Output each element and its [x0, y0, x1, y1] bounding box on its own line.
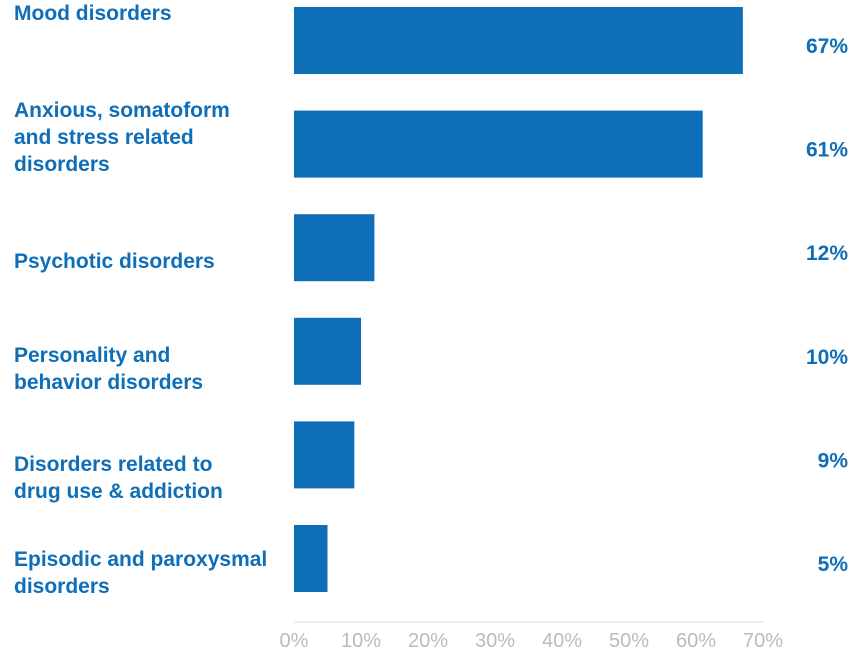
x-tick-label-3: 30%	[475, 630, 515, 652]
category-label-5: Episodic and paroxysmal disorders	[14, 548, 267, 598]
category-label-1: Anxious, somatoform and stress related dis…	[14, 99, 230, 176]
x-tick-label-4: 40%	[542, 630, 582, 652]
x-tick-label-1: 10%	[341, 630, 381, 652]
category-label-4: Disorders related to drug use & addiction	[14, 453, 223, 503]
category-label-0: Mood disorders	[14, 2, 172, 25]
bars	[294, 7, 743, 592]
category-labels: Mood disorders Anxious, somatoform and str…	[14, 2, 267, 598]
x-tick-label-0: 0%	[280, 630, 309, 652]
x-tick-label-5: 50%	[609, 630, 649, 652]
x-tick-label-7: 70%	[743, 630, 783, 652]
category-label-3: Personality and behavior disorders	[14, 344, 203, 394]
category-label-2: Psychotic disorders	[14, 250, 215, 273]
bar-2	[294, 214, 375, 282]
value-label-5: 5%	[818, 553, 849, 576]
value-label-2: 12%	[806, 242, 848, 265]
x-tick-label-6: 60%	[676, 630, 716, 652]
bar-4	[294, 421, 355, 489]
bar-1	[294, 110, 703, 178]
value-label-3: 10%	[806, 346, 848, 369]
x-tick-labels: 0% 10% 20% 30% 40% 50% 60% 70%	[280, 630, 784, 652]
value-label-1: 61%	[806, 139, 848, 162]
value-label-4: 9%	[818, 449, 849, 472]
bar-3	[294, 317, 361, 385]
bar-5	[294, 525, 328, 592]
value-label-0: 67%	[806, 35, 848, 58]
x-tick-label-2: 20%	[408, 630, 448, 652]
bar-0	[294, 7, 743, 74]
value-labels: 67% 61% 12% 10% 9% 5%	[806, 35, 848, 576]
